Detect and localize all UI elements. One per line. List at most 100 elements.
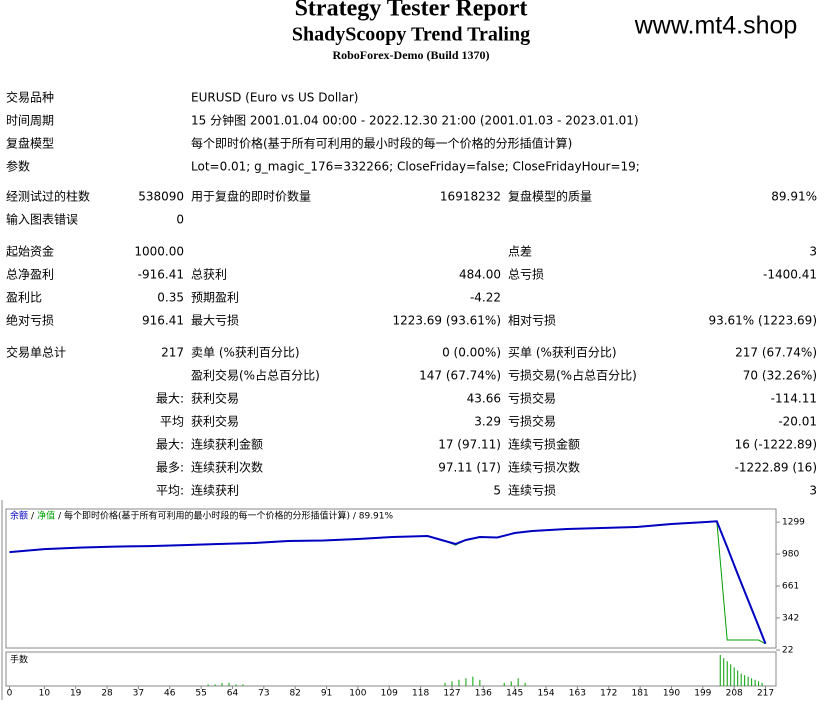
legend-item: / bbox=[31, 512, 35, 522]
x-tick-label: 217 bbox=[757, 689, 774, 699]
lots-panel bbox=[5, 651, 777, 687]
lot-bar bbox=[761, 682, 763, 686]
lot-bar bbox=[730, 664, 732, 686]
x-tick-label: 91 bbox=[321, 689, 332, 699]
legend-item: 余额 bbox=[10, 510, 28, 522]
stat-label: 最大亏损 bbox=[191, 314, 239, 328]
lot-bar bbox=[751, 678, 753, 686]
lot-bar bbox=[235, 684, 237, 686]
stat-value: 89.91% bbox=[771, 190, 817, 204]
stat-label: 交易单总计 bbox=[6, 345, 66, 360]
lot-bar bbox=[723, 658, 725, 686]
lot-bar bbox=[726, 661, 728, 686]
stat-label: 亏损交易 bbox=[508, 391, 556, 406]
stat-value: 16918232 bbox=[440, 190, 501, 204]
stat-value: -916.41 bbox=[138, 268, 184, 282]
stat-label: 用于复盘的即时价数量 bbox=[191, 189, 311, 204]
x-tick-label: 190 bbox=[663, 689, 680, 699]
info-label: 复盘模型 bbox=[6, 136, 54, 151]
x-tick-label: 181 bbox=[632, 689, 649, 699]
lot-bar bbox=[747, 676, 749, 686]
legend-item: 净值 bbox=[37, 510, 55, 522]
stat-value: -114.11 bbox=[771, 392, 817, 406]
stat-label: 预期盈利 bbox=[191, 291, 239, 305]
lot-bar bbox=[228, 682, 230, 686]
lots-label: 手数 bbox=[10, 654, 28, 666]
stat-value: 3 bbox=[809, 484, 817, 498]
stat-value: -1222.89 (16) bbox=[735, 461, 817, 475]
stat-value: 0.35 bbox=[157, 291, 184, 305]
stat-value: 最大: bbox=[156, 392, 184, 406]
stat-label: 输入图表错误 bbox=[6, 212, 78, 227]
x-tick-label: 136 bbox=[475, 689, 492, 699]
x-tick-label: 100 bbox=[349, 689, 366, 699]
stat-value: 1000.00 bbox=[134, 245, 184, 259]
x-tick-label: 46 bbox=[164, 689, 176, 699]
x-tick-label: 163 bbox=[569, 689, 586, 699]
stat-value: 16 (-1222.89) bbox=[735, 438, 817, 452]
stat-value: 0 bbox=[176, 213, 184, 227]
stat-label: 连续获利金额 bbox=[191, 437, 263, 452]
y-tick-label: 661 bbox=[782, 582, 799, 592]
x-tick-label: 118 bbox=[412, 689, 429, 699]
stat-value: 最大: bbox=[156, 438, 184, 452]
info-value: 每个即时价格(基于所有可利用的最小时段的每一个价格的分形插值计算) bbox=[191, 136, 572, 151]
x-tick-label: 154 bbox=[537, 689, 554, 699]
x-tick-label: 109 bbox=[381, 689, 398, 699]
stat-label: 连续获利次数 bbox=[191, 460, 263, 475]
lot-bar bbox=[754, 679, 756, 686]
lot-bar bbox=[719, 655, 721, 686]
legend-item: / 每个即时价格(基于所有可利用的最小时段的每一个价格的分形插值计算) / 89… bbox=[58, 510, 393, 522]
watermark: www.mt4.shop bbox=[634, 12, 798, 40]
stat-value: -4.22 bbox=[470, 291, 501, 305]
lot-bar bbox=[744, 675, 746, 686]
stat-label: 经测试过的柱数 bbox=[6, 189, 90, 204]
stat-value: 5 bbox=[493, 484, 501, 498]
stat-value: 0 (0.00%) bbox=[442, 346, 501, 360]
stat-value: 538090 bbox=[138, 190, 184, 204]
stat-value: 43.66 bbox=[467, 392, 501, 406]
info-label: 时间周期 bbox=[6, 114, 54, 128]
stat-value: -20.01 bbox=[778, 415, 817, 429]
lot-bar bbox=[444, 682, 446, 686]
info-label: 交易品种 bbox=[6, 90, 54, 105]
stat-label: 复盘模型的质量 bbox=[508, 189, 592, 204]
lot-bar bbox=[740, 673, 742, 686]
stat-value: 93.61% (1223.69) bbox=[708, 314, 817, 328]
stat-label: 连续亏损 bbox=[508, 483, 556, 498]
stat-value: 平均: bbox=[156, 484, 184, 498]
stat-value: 70 (32.26%) bbox=[743, 369, 817, 383]
stat-label: 盈利比 bbox=[6, 291, 42, 305]
lot-bar bbox=[510, 681, 512, 686]
stat-label: 起始资金 bbox=[6, 244, 54, 259]
main-panel bbox=[5, 508, 777, 649]
stat-value: 3.29 bbox=[474, 415, 501, 429]
lot-bar bbox=[737, 670, 739, 686]
stat-label: 连续亏损金额 bbox=[508, 437, 580, 452]
lot-bar bbox=[472, 676, 474, 686]
stat-value: 17 (97.11) bbox=[438, 438, 501, 452]
stat-label: 连续获利 bbox=[191, 483, 239, 498]
y-tick-label: 1299 bbox=[782, 518, 805, 528]
series-line bbox=[9, 520, 767, 645]
stat-label: 盈利交易(%占总百分比) bbox=[191, 368, 320, 383]
lot-bar bbox=[221, 682, 223, 686]
x-tick-label: 55 bbox=[195, 689, 206, 699]
info-value: 15 分钟图 2001.01.04 00:00 - 2022.12.30 21:… bbox=[191, 113, 639, 128]
x-tick-label: 208 bbox=[726, 689, 743, 699]
lot-bar bbox=[465, 678, 467, 686]
stat-value: 最多: bbox=[156, 461, 184, 475]
y-tick-label: 22 bbox=[782, 646, 793, 656]
x-tick-label: 172 bbox=[600, 689, 617, 699]
stat-label: 连续亏损次数 bbox=[508, 460, 580, 475]
x-tick-label: 28 bbox=[101, 689, 113, 699]
y-tick-label: 980 bbox=[782, 550, 799, 560]
stat-label: 点差 bbox=[508, 245, 532, 259]
stat-label: 获利交易 bbox=[191, 391, 239, 406]
stat-label: 绝对亏损 bbox=[6, 313, 54, 328]
stat-label: 总净盈利 bbox=[6, 268, 54, 282]
x-tick-label: 73 bbox=[258, 689, 269, 699]
stat-value: -1400.41 bbox=[763, 268, 817, 282]
lot-bar bbox=[524, 682, 526, 686]
